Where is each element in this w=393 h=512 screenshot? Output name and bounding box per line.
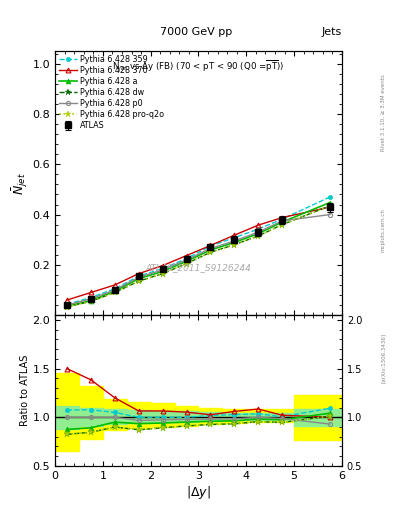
Pythia 6.428 370 — [112, 282, 117, 288]
Pythia 6.428 a — [256, 230, 261, 237]
Pythia 6.428 a — [208, 247, 213, 253]
Pythia 6.428 pro-q2o — [184, 261, 189, 267]
Line: Pythia 6.428 359: Pythia 6.428 359 — [65, 195, 332, 306]
Line: Pythia 6.428 a: Pythia 6.428 a — [64, 200, 332, 309]
Pythia 6.428 359 — [208, 243, 213, 249]
Pythia 6.428 dw — [160, 270, 165, 276]
Pythia 6.428 359 — [184, 255, 189, 262]
Pythia 6.428 a — [64, 303, 69, 309]
Text: Rivet 3.1.10, ≥ 3.3M events: Rivet 3.1.10, ≥ 3.3M events — [381, 74, 386, 151]
Pythia 6.428 370 — [136, 270, 141, 276]
Pythia 6.428 359 — [112, 286, 117, 292]
Line: Pythia 6.428 p0: Pythia 6.428 p0 — [65, 212, 332, 307]
Pythia 6.428 p0 — [328, 211, 332, 218]
Pythia 6.428 p0 — [184, 257, 189, 263]
Pythia 6.428 a — [280, 219, 285, 225]
Pythia 6.428 370 — [208, 242, 213, 248]
Pythia 6.428 370 — [64, 297, 69, 303]
Pythia 6.428 dw — [184, 261, 189, 267]
Pythia 6.428 370 — [160, 263, 165, 269]
Pythia 6.428 a — [136, 275, 141, 282]
Pythia 6.428 pro-q2o — [256, 233, 261, 239]
Pythia 6.428 370 — [328, 204, 332, 210]
Pythia 6.428 p0 — [208, 245, 213, 251]
Pythia 6.428 a — [112, 288, 117, 294]
Text: mcplots.cern.ch: mcplots.cern.ch — [381, 208, 386, 252]
Pythia 6.428 pro-q2o — [208, 249, 213, 255]
Pythia 6.428 pro-q2o — [64, 304, 69, 310]
Pythia 6.428 370 — [280, 215, 285, 221]
Pythia 6.428 p0 — [256, 229, 261, 235]
Pythia 6.428 370 — [88, 289, 93, 295]
Pythia 6.428 359 — [328, 194, 332, 200]
Pythia 6.428 p0 — [112, 287, 117, 293]
Y-axis label: Ratio to ATLAS: Ratio to ATLAS — [20, 355, 29, 426]
Line: Pythia 6.428 pro-q2o: Pythia 6.428 pro-q2o — [64, 203, 333, 310]
Pythia 6.428 pro-q2o — [112, 289, 117, 295]
Pythia 6.428 p0 — [64, 302, 69, 308]
Pythia 6.428 pro-q2o — [280, 222, 285, 228]
Pythia 6.428 359 — [88, 294, 93, 301]
Pythia 6.428 359 — [256, 226, 261, 232]
Line: Pythia 6.428 dw: Pythia 6.428 dw — [64, 203, 333, 310]
Legend: Pythia 6.428 359, Pythia 6.428 370, Pythia 6.428 a, Pythia 6.428 dw, Pythia 6.42: Pythia 6.428 359, Pythia 6.428 370, Pyth… — [57, 54, 166, 132]
Pythia 6.428 p0 — [88, 296, 93, 302]
Pythia 6.428 359 — [64, 301, 69, 307]
Pythia 6.428 dw — [88, 298, 93, 304]
Line: Pythia 6.428 370: Pythia 6.428 370 — [64, 205, 332, 303]
Pythia 6.428 pro-q2o — [160, 270, 165, 276]
Pythia 6.428 370 — [256, 222, 261, 228]
Pythia 6.428 pro-q2o — [328, 203, 332, 209]
Pythia 6.428 p0 — [136, 274, 141, 281]
Pythia 6.428 p0 — [232, 238, 237, 244]
Pythia 6.428 a — [184, 258, 189, 264]
Pythia 6.428 dw — [112, 289, 117, 295]
Pythia 6.428 p0 — [280, 218, 285, 224]
Text: [arXiv:1306.3436]: [arXiv:1306.3436] — [381, 333, 386, 383]
Pythia 6.428 dw — [280, 222, 285, 228]
Pythia 6.428 dw — [64, 304, 69, 310]
Pythia 6.428 pro-q2o — [136, 278, 141, 284]
Pythia 6.428 370 — [232, 232, 237, 238]
Y-axis label: $\bar{N}_{jet}$: $\bar{N}_{jet}$ — [10, 172, 29, 195]
Pythia 6.428 dw — [328, 203, 332, 209]
Pythia 6.428 359 — [232, 234, 237, 241]
Pythia 6.428 a — [160, 268, 165, 274]
Pythia 6.428 dw — [208, 249, 213, 255]
Pythia 6.428 359 — [160, 266, 165, 272]
Text: N$_{jet}$ vs $\Delta$y (FB) (70 < pT < 90 (Q0 =$\overline{\rm pT}$)): N$_{jet}$ vs $\Delta$y (FB) (70 < pT < 9… — [112, 59, 285, 74]
X-axis label: $|\Delta y|$: $|\Delta y|$ — [186, 483, 211, 501]
Pythia 6.428 359 — [280, 216, 285, 222]
Pythia 6.428 dw — [232, 242, 237, 248]
Pythia 6.428 a — [328, 200, 332, 206]
Pythia 6.428 a — [232, 240, 237, 246]
Pythia 6.428 dw — [136, 278, 141, 284]
Pythia 6.428 a — [88, 297, 93, 304]
Pythia 6.428 pro-q2o — [232, 242, 237, 248]
Pythia 6.428 370 — [184, 252, 189, 259]
Text: Jets: Jets — [321, 27, 342, 37]
Pythia 6.428 dw — [256, 233, 261, 239]
Text: 7000 GeV pp: 7000 GeV pp — [160, 27, 233, 37]
Pythia 6.428 pro-q2o — [88, 298, 93, 304]
Pythia 6.428 359 — [136, 273, 141, 279]
Pythia 6.428 p0 — [160, 267, 165, 273]
Text: ATLAS_2011_S9126244: ATLAS_2011_S9126244 — [145, 263, 252, 272]
